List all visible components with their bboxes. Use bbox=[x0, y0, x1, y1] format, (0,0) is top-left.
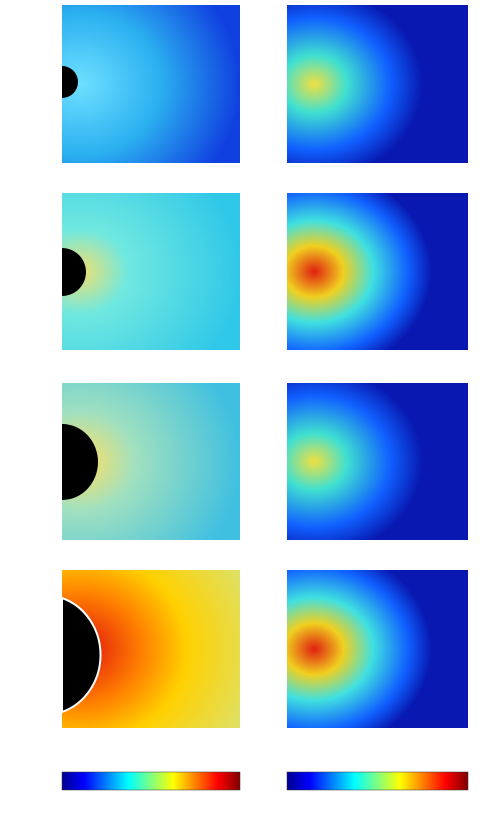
heatmap bbox=[287, 193, 468, 350]
heatmap bbox=[62, 5, 240, 163]
colorbar bbox=[62, 772, 240, 790]
page bbox=[0, 0, 487, 813]
heatmap bbox=[287, 5, 468, 163]
heatmap bbox=[62, 193, 240, 350]
heatmap bbox=[287, 570, 468, 728]
colorbar bbox=[287, 772, 468, 790]
heatmap bbox=[287, 383, 468, 540]
figure bbox=[0, 0, 487, 813]
